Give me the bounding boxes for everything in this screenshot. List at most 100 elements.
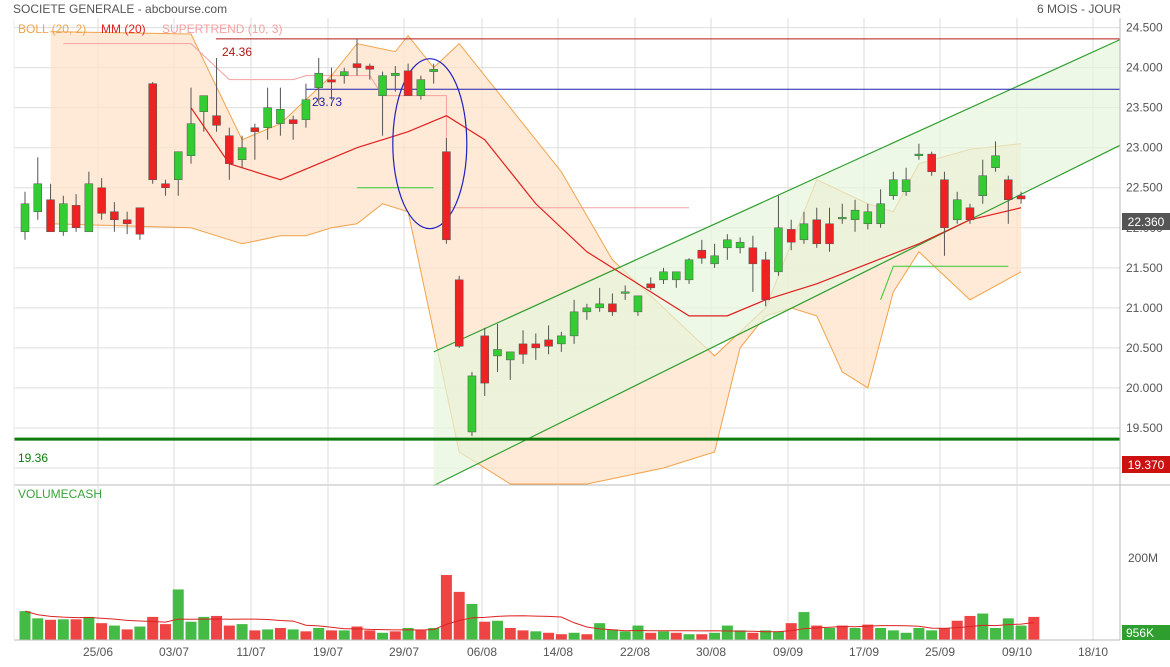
candle-body <box>646 283 655 289</box>
candle-body <box>135 207 145 235</box>
volume-bar <box>581 634 593 640</box>
volume-bar <box>338 630 350 640</box>
volume-bar <box>824 627 836 640</box>
volume-bar <box>619 631 631 640</box>
volume-bar <box>466 603 478 640</box>
channel-upper-line <box>433 39 1121 353</box>
volume-title: VOLUMECASH <box>18 487 102 501</box>
period-label[interactable]: 6 MOIS - JOUR <box>1037 2 1121 16</box>
candle-body <box>97 187 106 214</box>
volume-bar <box>172 589 184 640</box>
volume-bar <box>849 627 861 640</box>
volume-bar <box>274 627 286 640</box>
candle-body <box>237 147 247 160</box>
candle-body <box>161 183 170 188</box>
volume-bar <box>836 625 848 640</box>
volume-bar <box>313 627 325 640</box>
candle-body <box>735 241 745 249</box>
volume-bar <box>287 629 299 640</box>
volume-bar <box>236 624 248 640</box>
candle-body <box>914 153 924 156</box>
volume-bar <box>926 630 938 640</box>
volume-bar <box>696 634 708 640</box>
candle-body <box>672 271 681 281</box>
candle-body <box>557 335 566 345</box>
candle-body <box>20 203 30 233</box>
volume-bar <box>211 615 223 640</box>
volume-bar <box>402 627 414 640</box>
candle-body <box>684 259 694 281</box>
candle-body <box>84 183 94 233</box>
candle-body <box>965 207 975 221</box>
candle-body <box>416 79 426 96</box>
y-tick-label: 21.000 <box>1126 301 1163 315</box>
candle-body <box>212 115 221 126</box>
y-tick-label: 21.500 <box>1126 261 1163 275</box>
candle-body <box>761 259 770 301</box>
candle-body <box>46 199 55 233</box>
volume-bar <box>185 621 197 640</box>
volume-bar <box>683 634 695 640</box>
volume-bar <box>45 619 57 640</box>
y-tick-label: 24.500 <box>1126 21 1163 35</box>
candle-body <box>454 279 464 347</box>
candle-body <box>199 95 209 112</box>
last-price-text: 22.360 <box>1128 215 1165 229</box>
candle-body <box>1016 195 1026 200</box>
candle-body <box>365 65 375 70</box>
candle-body <box>33 183 43 213</box>
candle-body <box>544 339 553 347</box>
x-tick-label: 18/10 <box>1078 645 1108 659</box>
volume-bar <box>249 630 261 640</box>
candle-body <box>799 223 809 241</box>
candle-body <box>812 219 821 245</box>
candle-body <box>582 307 592 313</box>
volume-bar <box>555 634 567 640</box>
volume-bar <box>887 630 899 640</box>
y-tick-label: 23.000 <box>1126 141 1163 155</box>
candle-body <box>110 211 119 221</box>
x-tick-label: 06/08 <box>467 645 497 659</box>
volume-badge-text: 956K <box>1126 626 1154 640</box>
volume-bar <box>453 591 465 640</box>
candle-body <box>173 151 183 180</box>
volume-bar <box>300 631 312 640</box>
x-tick-label: 09/10 <box>1002 645 1032 659</box>
volume-bar <box>734 630 746 640</box>
candle-body <box>352 63 362 68</box>
candle-body <box>710 255 719 265</box>
volume-bar <box>862 624 874 640</box>
horizontal-levels <box>14 38 1120 441</box>
candle-body <box>506 351 515 361</box>
y-tick-label: 23.500 <box>1126 101 1163 115</box>
volume-bar <box>760 630 772 640</box>
candle-body <box>774 227 783 273</box>
candle-body <box>786 229 796 243</box>
volume-bar <box>951 620 963 640</box>
volume-bar <box>938 627 950 640</box>
last-price-badge <box>1122 213 1170 230</box>
volume-bar <box>670 632 682 640</box>
candle-body <box>595 303 604 309</box>
candle-body <box>403 70 413 96</box>
candle-body <box>569 311 579 337</box>
candle-body <box>531 343 541 349</box>
y-tick-label: 20.500 <box>1126 341 1163 355</box>
candle-body <box>952 199 962 221</box>
volume-bar <box>70 619 82 640</box>
volume-bar <box>811 625 823 640</box>
volume-bar <box>415 630 427 640</box>
bollinger-lower-line <box>50 203 1022 485</box>
candle-body <box>250 127 260 132</box>
candles <box>20 38 1026 436</box>
volume-bar <box>440 575 452 640</box>
volume-bar <box>785 623 797 640</box>
volume-bar <box>223 625 235 640</box>
volume-bar <box>747 632 759 640</box>
volume-bar <box>134 626 146 640</box>
candle-body <box>723 239 732 249</box>
candle-body <box>825 223 834 245</box>
candle-body <box>480 335 489 384</box>
volume-bar <box>159 624 171 640</box>
